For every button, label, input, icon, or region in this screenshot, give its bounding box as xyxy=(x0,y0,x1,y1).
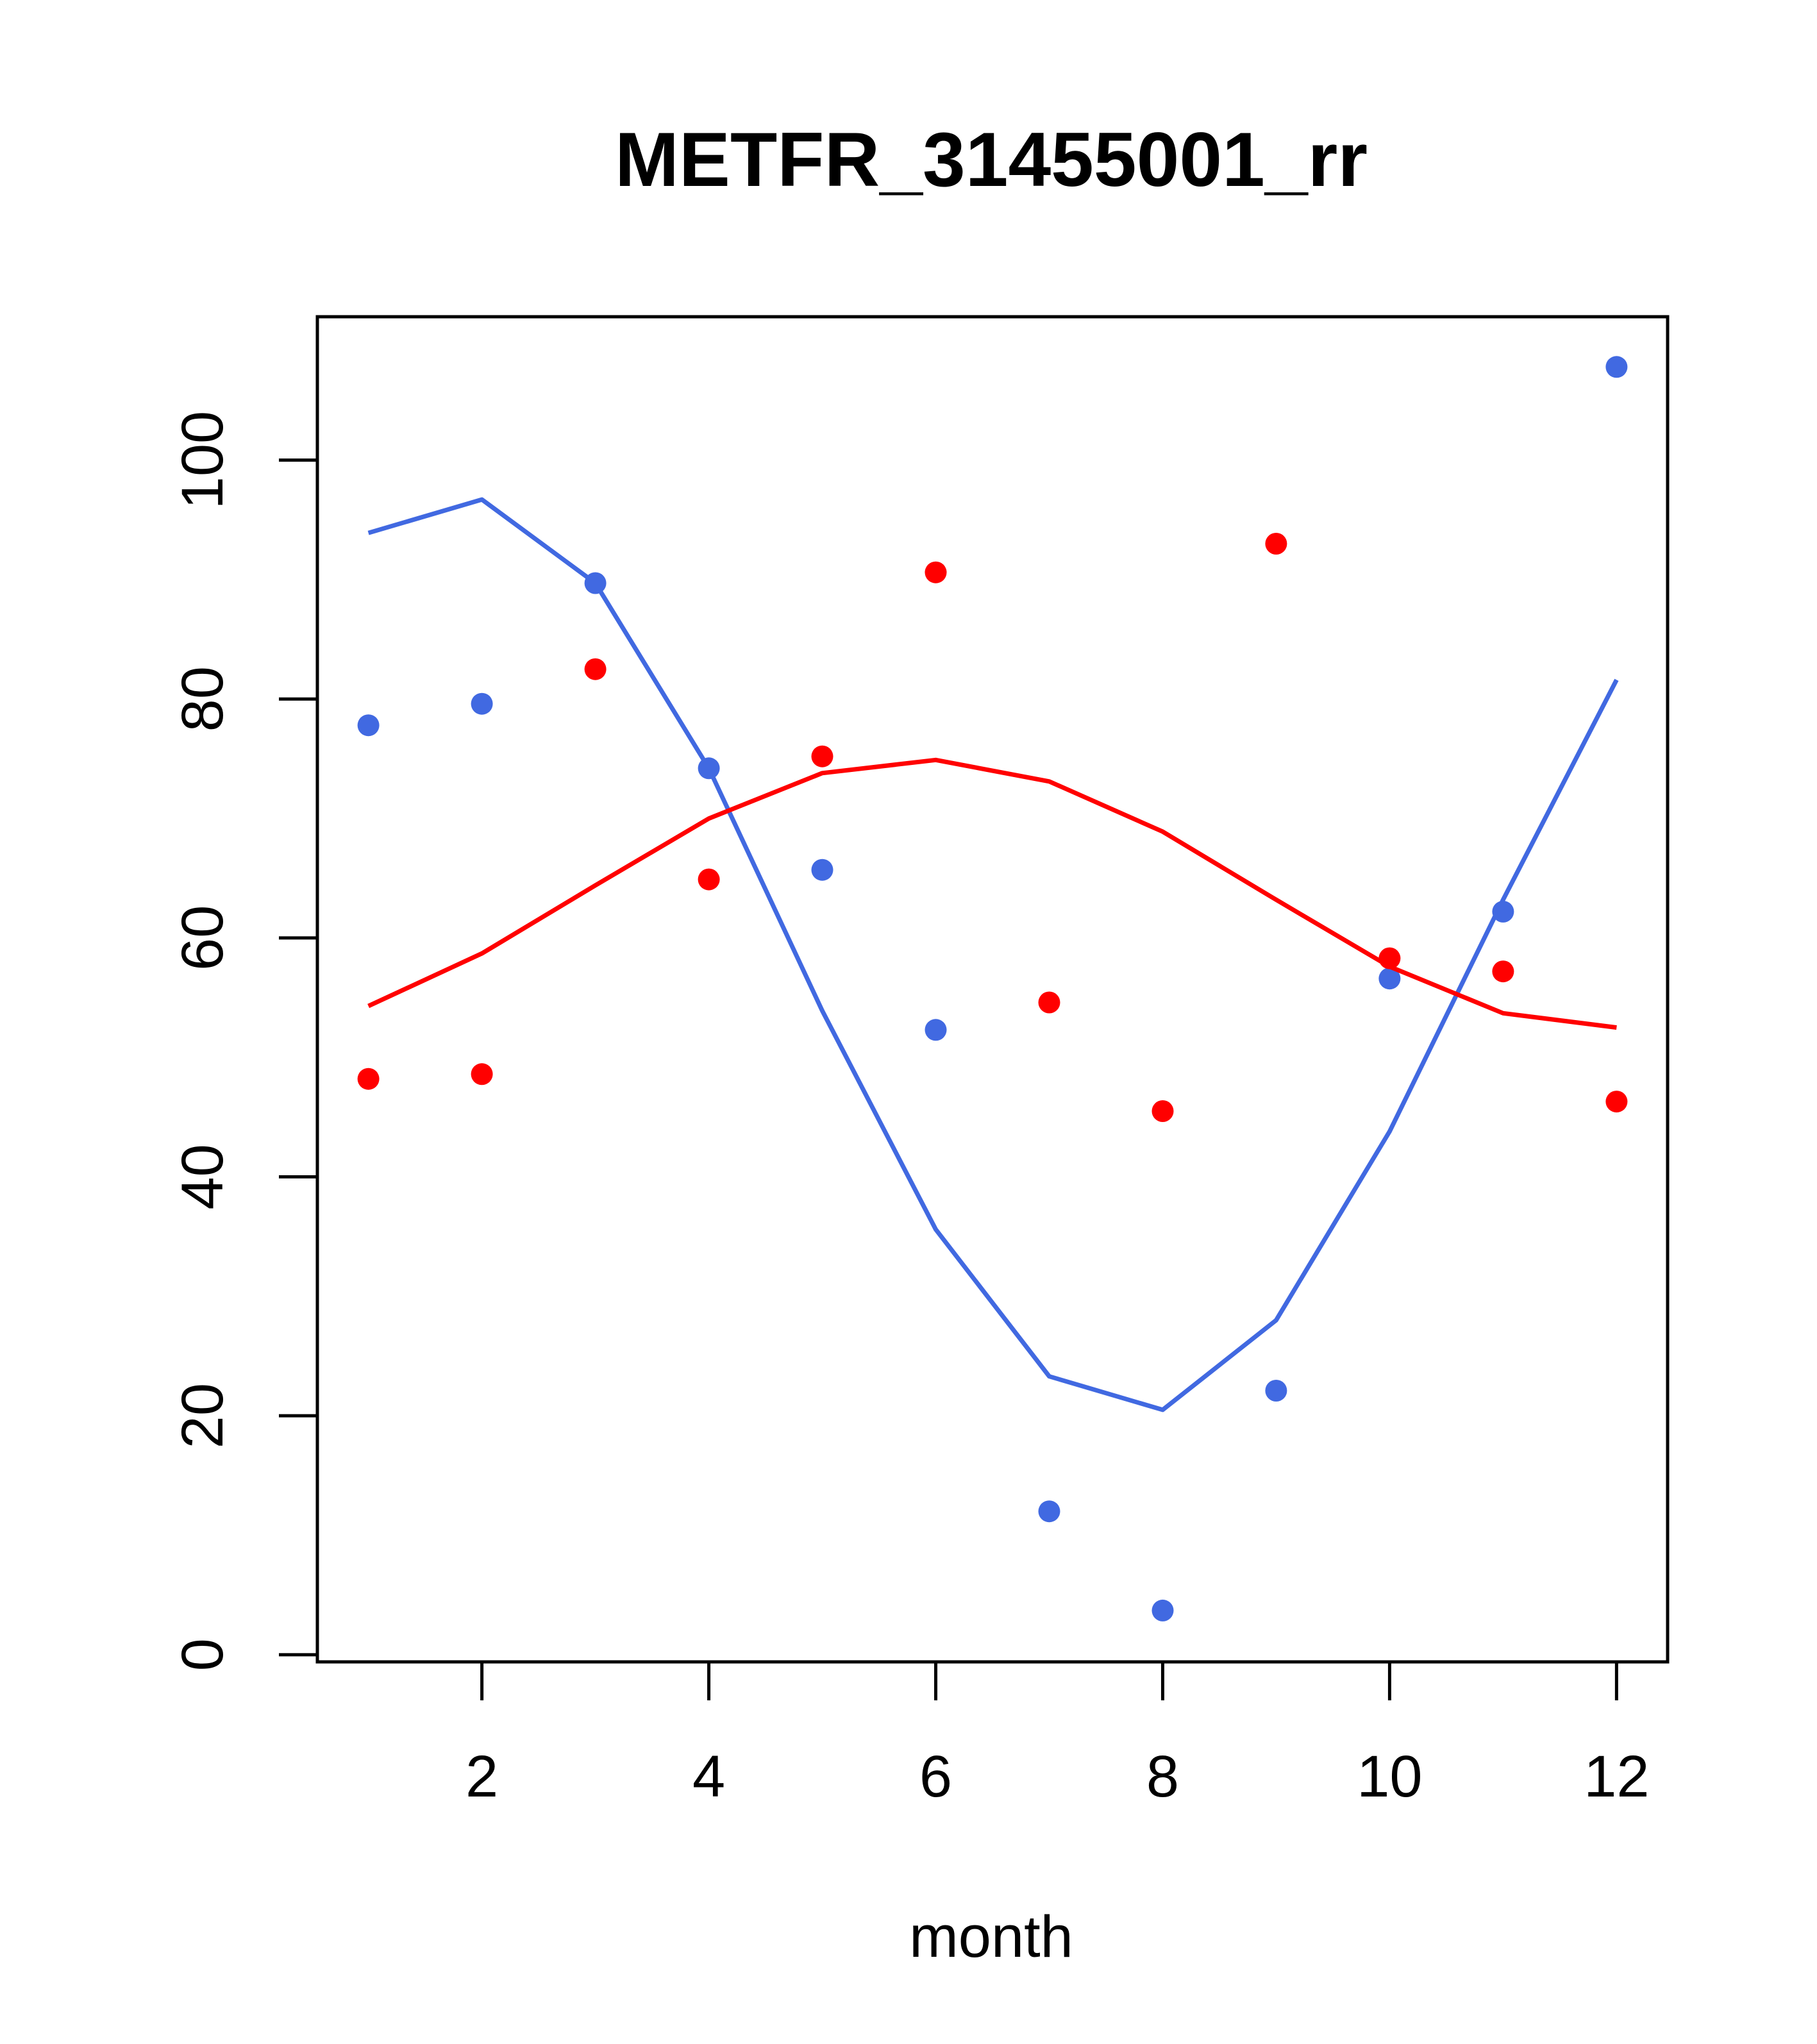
series-1 xyxy=(357,356,1628,1621)
series-2-point xyxy=(811,745,833,767)
x-axis-label: month xyxy=(909,1904,1073,1970)
series-1-point xyxy=(1265,1380,1287,1402)
series-2 xyxy=(357,533,1628,1122)
y-axis: 0 20 40 60 80 100 xyxy=(170,411,319,1671)
y-tick-label: 60 xyxy=(170,905,235,971)
series-1-point xyxy=(1151,1599,1174,1621)
y-tick-label: 0 xyxy=(170,1638,235,1671)
chart-title: METFR_31455001_rr xyxy=(615,117,1368,203)
series-1-point xyxy=(925,1019,947,1041)
series-2-point xyxy=(698,868,720,891)
series-2-point xyxy=(1492,960,1514,983)
series-2-point xyxy=(1038,991,1060,1014)
x-tick-label: 12 xyxy=(1584,1744,1649,1809)
plot-frame xyxy=(315,315,1670,1664)
y-tick-label: 40 xyxy=(170,1144,235,1209)
x-tick-label: 8 xyxy=(1146,1744,1179,1809)
x-tick-label: 6 xyxy=(919,1744,952,1809)
y-tick-label: 80 xyxy=(170,666,235,732)
series-1-point xyxy=(584,572,607,594)
series-1-point xyxy=(357,714,380,737)
series-2-point xyxy=(357,1068,380,1090)
series-1-point xyxy=(698,757,720,780)
series-1-point xyxy=(1378,968,1401,990)
x-tick-label: 2 xyxy=(465,1744,498,1809)
series-1-point xyxy=(1492,900,1514,923)
y-tick-label: 20 xyxy=(170,1383,235,1448)
x-tick-label: 10 xyxy=(1357,1744,1422,1809)
series-1-point xyxy=(1605,356,1628,378)
series-2-point xyxy=(1605,1091,1628,1113)
x-tick-label: 4 xyxy=(692,1744,725,1809)
series-1-point xyxy=(811,859,833,881)
series-2-point xyxy=(584,658,607,680)
x-axis: 2 4 6 8 10 12 xyxy=(465,1660,1650,1809)
series-2-point xyxy=(1378,947,1401,969)
y-tick-label: 100 xyxy=(170,411,235,510)
series-2-point xyxy=(1151,1100,1174,1122)
series-2-line xyxy=(367,757,1617,1030)
series-2-point xyxy=(1265,533,1287,555)
series-1-point xyxy=(1038,1500,1060,1523)
series-2-point xyxy=(471,1063,493,1085)
series-1-point xyxy=(471,692,493,715)
series-layer xyxy=(357,356,1628,1621)
series-1-line xyxy=(367,497,1619,1412)
series-2-point xyxy=(925,561,947,583)
